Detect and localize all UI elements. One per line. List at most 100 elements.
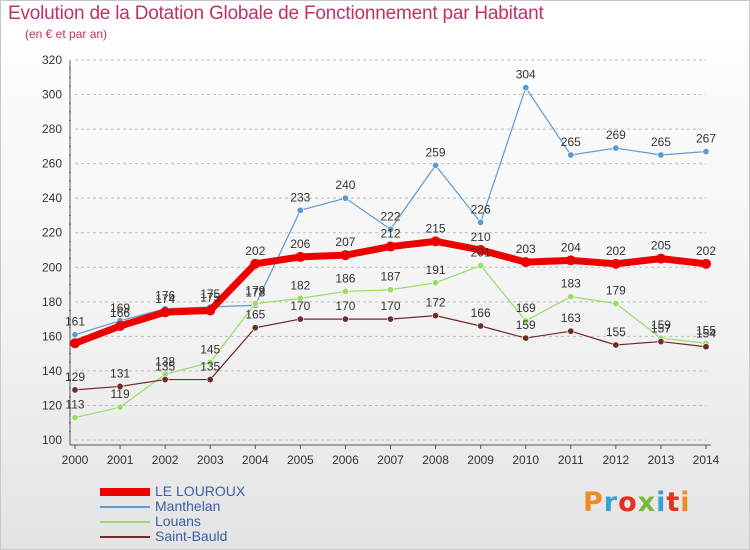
data-point — [475, 245, 486, 255]
data-label: 206 — [290, 237, 310, 251]
x-tick-label: 2004 — [242, 453, 269, 467]
legend-label: Saint-Bauld — [155, 528, 228, 544]
x-tick-label: 2011 — [558, 453, 584, 467]
data-label: 169 — [110, 301, 130, 315]
x-tick-label: 2002 — [152, 453, 179, 467]
data-label: 135 — [155, 360, 175, 374]
data-point — [565, 255, 576, 266]
logo-letter: t — [666, 487, 681, 518]
data-point — [386, 225, 394, 233]
data-point — [430, 236, 441, 247]
data-label: 191 — [426, 263, 446, 277]
data-label: 170 — [335, 299, 355, 313]
data-label: 265 — [651, 135, 671, 149]
data-point — [522, 334, 530, 342]
data-label: 157 — [651, 322, 671, 336]
data-point — [386, 286, 394, 294]
y-tick-label: 140 — [42, 364, 62, 378]
y-tick-label: 220 — [42, 226, 62, 240]
data-point — [115, 321, 126, 331]
data-point — [250, 258, 261, 269]
y-tick-label: 320 — [42, 53, 62, 67]
data-point — [477, 262, 485, 270]
data-label: 119 — [111, 387, 130, 401]
legend-label: Manthelan — [155, 498, 221, 514]
data-point — [702, 148, 710, 156]
logo-letter: r — [603, 487, 619, 518]
y-tick-label: 160 — [42, 329, 62, 343]
data-point — [251, 324, 259, 332]
x-tick-label: 2010 — [512, 453, 539, 467]
data-label: 240 — [335, 178, 355, 192]
legend-swatch — [100, 506, 150, 508]
data-point — [610, 258, 621, 269]
data-label: 182 — [290, 278, 310, 292]
data-label: 166 — [110, 306, 130, 320]
chart-subtitle: (en € et par an) — [25, 27, 108, 41]
data-point — [161, 376, 169, 384]
x-tick-label: 2012 — [603, 453, 630, 467]
x-tick-label: 2013 — [648, 453, 675, 467]
data-point — [296, 294, 304, 302]
x-tick-label: 2000 — [62, 453, 89, 467]
legend-swatch — [100, 488, 150, 496]
x-tick-label: 2006 — [332, 453, 359, 467]
data-label: 170 — [290, 299, 310, 313]
data-point — [477, 218, 485, 226]
data-point — [341, 287, 349, 295]
data-label: 267 — [696, 132, 716, 146]
data-point — [116, 403, 124, 411]
data-point — [341, 194, 349, 202]
data-label: 222 — [380, 209, 400, 223]
data-label: 226 — [471, 202, 491, 216]
data-label: 215 — [426, 221, 446, 235]
data-point — [567, 327, 575, 335]
data-point — [655, 253, 666, 264]
data-label: 154 — [696, 327, 716, 341]
data-point — [702, 343, 710, 351]
data-label: 175 — [200, 287, 220, 301]
data-point — [612, 341, 620, 349]
data-label: 202 — [606, 244, 626, 258]
data-label: 159 — [651, 318, 671, 332]
y-tick-label: 240 — [42, 191, 62, 205]
proxiti-logo: Proxiti — [583, 487, 691, 518]
data-label: 187 — [380, 270, 400, 284]
data-label: 172 — [426, 296, 446, 310]
data-label: 203 — [516, 242, 536, 256]
data-label: 179 — [606, 284, 626, 298]
data-point — [522, 317, 530, 325]
data-point — [657, 151, 665, 159]
data-point — [701, 258, 711, 269]
data-label: 159 — [516, 318, 536, 332]
data-point — [160, 307, 171, 318]
y-tick-label: 100 — [42, 433, 62, 447]
y-tick-label: 280 — [42, 122, 62, 136]
data-point — [206, 358, 214, 366]
y-tick-label: 200 — [42, 260, 62, 274]
data-label: 138 — [155, 354, 175, 368]
data-point — [296, 206, 304, 214]
data-label: 175 — [200, 290, 220, 304]
data-label: 131 — [110, 366, 130, 380]
logo-letter: o — [618, 487, 638, 518]
legend-label: LE LOUROUX — [155, 483, 246, 499]
data-label: 204 — [561, 240, 581, 254]
y-tick-label: 180 — [42, 295, 62, 309]
x-tick-label: 2007 — [377, 453, 404, 467]
data-label: 210 — [471, 230, 491, 244]
data-label: 259 — [426, 145, 446, 159]
data-label: 155 — [606, 325, 626, 339]
data-point — [432, 161, 440, 169]
data-point — [386, 315, 394, 323]
data-label: 165 — [245, 308, 265, 322]
logo-letter: P — [583, 487, 604, 518]
data-label: 176 — [155, 289, 175, 303]
legend-swatch — [100, 521, 150, 523]
data-label: 186 — [335, 271, 355, 285]
data-point — [296, 315, 304, 323]
data-label: 205 — [651, 239, 671, 253]
data-label: 265 — [561, 135, 581, 149]
x-tick-label: 2001 — [107, 453, 134, 467]
